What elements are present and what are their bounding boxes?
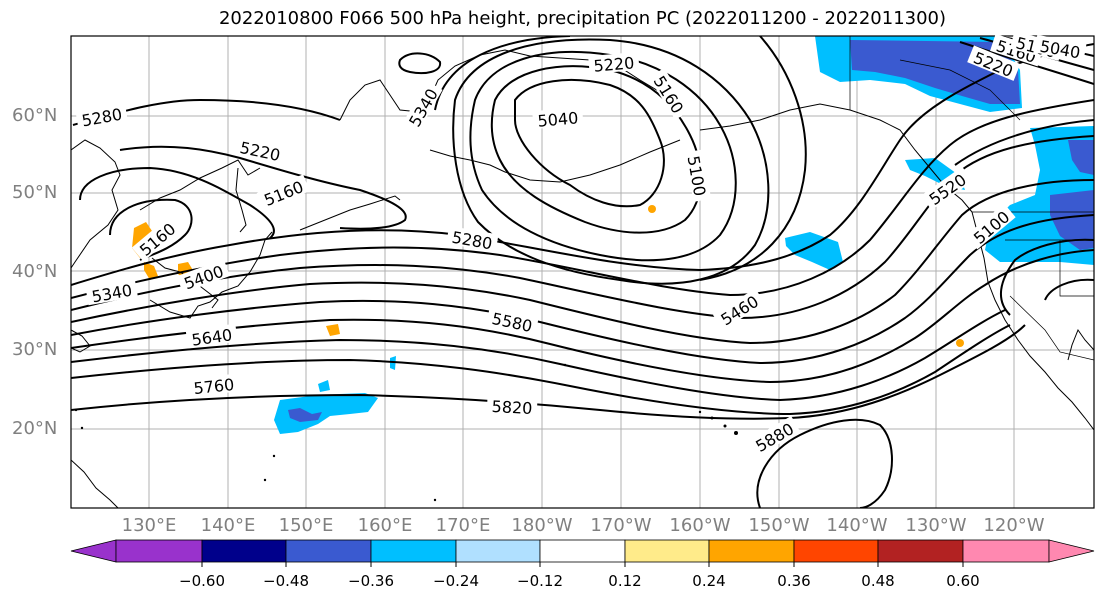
colorbar-segment [455,539,541,563]
colorbar-extend-high [1048,539,1095,563]
lon-label: 140°E [200,515,256,536]
lon-label: 180°W [511,515,573,536]
lon-label: 140°W [826,515,888,536]
colorbar-tick-label: 0.24 [692,572,726,590]
contour-label: 5040 [537,108,579,130]
lon-label: 170°W [590,515,652,536]
colorbar-segment [793,539,879,563]
contour-label: 5820 [491,397,533,418]
colorbar-tick-label: −0.24 [433,572,479,590]
lat-label: 40°N [12,261,58,282]
colorbar-tick-label: −0.36 [348,572,394,590]
lon-label: 130°W [905,515,967,536]
lon-label: 120°W [983,515,1045,536]
colorbar-tick-label: 0.60 [946,572,980,590]
contour-label: 5220 [593,53,635,75]
lon-label: 150°W [748,515,810,536]
island-dots [74,363,738,502]
map-frame [70,35,1095,509]
map-title: 2022010800 F066 500 hPa height, precipit… [218,8,947,29]
colorbar-segment [201,539,287,563]
height-contours [71,36,1094,508]
contour-label: 5760 [193,375,235,398]
lat-label: 50°N [12,182,58,203]
colorbar-segment [115,539,203,563]
lat-label: 30°N [12,339,58,360]
colorbar-tick-label: 0.36 [777,572,811,590]
lon-label: 160°E [357,515,413,536]
colorbar-tick-label: −0.60 [179,572,225,590]
colorbar-ticks [201,562,964,567]
colorbar-tick-label: 0.48 [861,572,895,590]
colorbar-segment [962,539,1050,563]
colorbar-segment [708,539,795,563]
lon-label: 170°E [435,515,491,536]
colorbar [70,539,1095,563]
lon-label: 150°E [278,515,334,536]
colorbar-segment [370,539,457,563]
colorbar-tick-label: −0.48 [263,572,309,590]
colorbar-segment [539,539,626,563]
lat-label: 60°N [12,105,58,126]
lon-label: 130°E [121,515,177,536]
precip-anomaly-fills [132,36,1094,434]
colorbar-segment [285,539,372,563]
colorbar-segment [877,539,964,563]
lon-label: 160°W [669,515,731,536]
lat-label: 20°N [12,418,58,439]
colorbar-segment [624,539,710,563]
colorbar-tick-label: −0.12 [517,572,563,590]
colorbar-tick-label: 0.12 [608,572,642,590]
colorbar-extend-low [70,539,117,563]
